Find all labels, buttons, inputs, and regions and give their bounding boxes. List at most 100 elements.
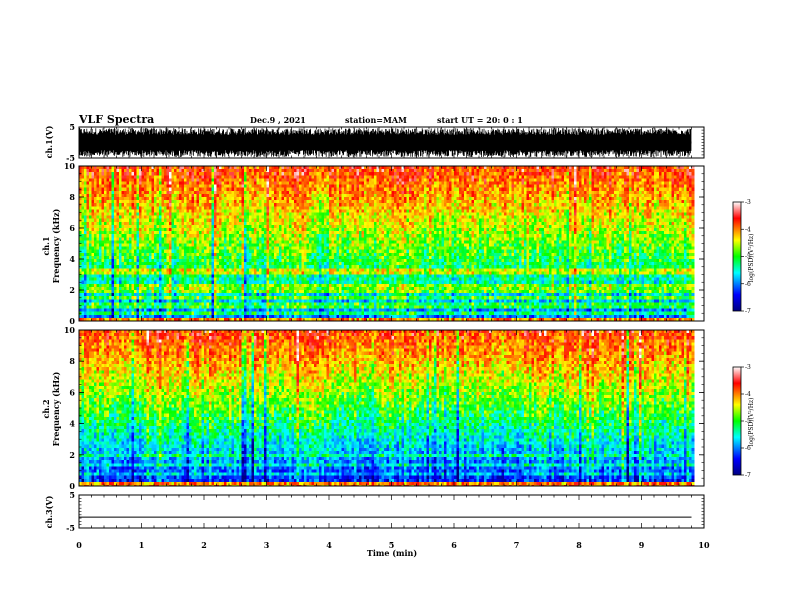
spectrogram-cell bbox=[409, 194, 412, 198]
spectrogram-cell bbox=[124, 209, 127, 213]
spectrogram-cell bbox=[324, 222, 327, 226]
spectrogram-cell bbox=[517, 216, 520, 220]
spectrogram-cell bbox=[382, 222, 385, 226]
spectrogram-cell bbox=[529, 188, 532, 192]
spectrogram-cell bbox=[647, 200, 650, 204]
spectrogram-cell bbox=[592, 188, 595, 192]
spectrogram-cell bbox=[234, 216, 237, 220]
spectrogram-cell bbox=[639, 188, 642, 192]
spectrogram-cell bbox=[259, 194, 262, 198]
spectrogram-cell bbox=[127, 191, 130, 195]
spectrogram-cell bbox=[682, 200, 685, 204]
spectrogram-cell bbox=[687, 216, 690, 220]
spectrogram-cell bbox=[667, 194, 670, 198]
spectrogram-cell bbox=[624, 172, 627, 176]
spectrogram-cell bbox=[644, 182, 647, 186]
spectrogram-cell bbox=[447, 188, 450, 192]
spectrogram-cell bbox=[374, 166, 377, 170]
spectrogram-cell bbox=[192, 197, 195, 201]
spectrogram-cell bbox=[692, 191, 695, 195]
spectrogram-cell bbox=[239, 178, 242, 182]
spectrogram-cell bbox=[302, 222, 305, 226]
spectrogram-cell bbox=[94, 185, 97, 189]
spectrogram-cell bbox=[677, 178, 680, 182]
spectrogram-cell bbox=[244, 209, 247, 213]
spectrogram-cell bbox=[117, 166, 120, 170]
spectrogram-cell bbox=[164, 222, 167, 226]
spectrogram-cell bbox=[304, 191, 307, 195]
spectrogram-cell bbox=[619, 222, 622, 226]
spectrogram-cell bbox=[692, 185, 695, 189]
spectrogram-cell bbox=[544, 206, 547, 210]
spectrogram-cell bbox=[122, 191, 125, 195]
spectrogram-cell bbox=[214, 213, 217, 217]
spectrogram-cell bbox=[472, 209, 475, 213]
spectrogram-cell bbox=[379, 185, 382, 189]
spectrogram-cell bbox=[204, 175, 207, 179]
spectrogram-cell bbox=[637, 182, 640, 186]
spectrogram-cell bbox=[449, 203, 452, 207]
spectrogram-cell bbox=[572, 213, 575, 217]
spectrogram-cell bbox=[454, 197, 457, 201]
spectrogram-cell bbox=[652, 206, 655, 210]
spectrogram-cell bbox=[292, 213, 295, 217]
spectrogram-cell bbox=[259, 191, 262, 195]
spectrogram-cell bbox=[257, 188, 260, 192]
spectrogram-cell bbox=[574, 175, 577, 179]
spectrogram-cell bbox=[284, 219, 287, 223]
spectrogram-cell bbox=[507, 178, 510, 182]
spectrogram-cell bbox=[99, 222, 102, 226]
spectrogram-cell bbox=[164, 209, 167, 213]
spectrogram-cell bbox=[109, 185, 112, 189]
spectrogram-cell bbox=[384, 216, 387, 220]
spectrogram-cell bbox=[662, 219, 665, 223]
spectrogram-cell bbox=[372, 209, 375, 213]
spectrogram-cell bbox=[139, 188, 142, 192]
spectrogram-cell bbox=[364, 206, 367, 210]
spectrogram-cell bbox=[294, 172, 297, 176]
spectrogram-cell bbox=[542, 219, 545, 223]
spectrogram-cell bbox=[599, 178, 602, 182]
spectrogram-cell bbox=[262, 194, 265, 198]
spectrogram-cell bbox=[382, 219, 385, 223]
spectrogram-cell bbox=[432, 191, 435, 195]
spectrogram-cell bbox=[447, 219, 450, 223]
spectrogram-cell bbox=[487, 178, 490, 182]
spectrogram-cell bbox=[489, 175, 492, 179]
spectrogram-cell bbox=[314, 185, 317, 189]
spectrogram-cell bbox=[327, 178, 330, 182]
spectrogram-cell bbox=[304, 216, 307, 220]
spectrogram-cell bbox=[182, 169, 185, 173]
spectrogram-cell bbox=[477, 206, 480, 210]
spectrogram-cell bbox=[252, 197, 255, 201]
spectrogram-cell bbox=[339, 225, 342, 229]
spectrogram-cell bbox=[124, 203, 127, 207]
spectrogram-cell bbox=[247, 209, 250, 213]
spectrogram-cell bbox=[564, 206, 567, 210]
spectrogram-cell bbox=[567, 194, 570, 198]
spectrogram-cell bbox=[439, 182, 442, 186]
spectrogram-cell bbox=[579, 216, 582, 220]
spectrogram-cell bbox=[644, 216, 647, 220]
spectrogram-cell bbox=[344, 185, 347, 189]
spectrogram-cell bbox=[397, 194, 400, 198]
spectrogram-cell bbox=[399, 191, 402, 195]
spectrogram-cell bbox=[597, 169, 600, 173]
spectrogram-cell bbox=[382, 206, 385, 210]
spectrogram-cell bbox=[222, 194, 225, 198]
spectrogram-cell bbox=[644, 178, 647, 182]
spectrogram-cell bbox=[407, 203, 410, 207]
spectrogram-cell bbox=[177, 209, 180, 213]
spectrogram-cell bbox=[459, 188, 462, 192]
spectrogram-cell bbox=[579, 197, 582, 201]
spectrogram-cell bbox=[164, 178, 167, 182]
spectrogram-cell bbox=[167, 185, 170, 189]
spectrogram-cell bbox=[217, 216, 220, 220]
spectrogram-cell bbox=[152, 194, 155, 198]
spectrogram-cell bbox=[669, 169, 672, 173]
spectrogram-cell bbox=[429, 194, 432, 198]
spectrogram-cell bbox=[374, 206, 377, 210]
spectrogram-cell bbox=[364, 219, 367, 223]
spectrogram-cell bbox=[647, 169, 650, 173]
spectrogram-cell bbox=[492, 172, 495, 176]
